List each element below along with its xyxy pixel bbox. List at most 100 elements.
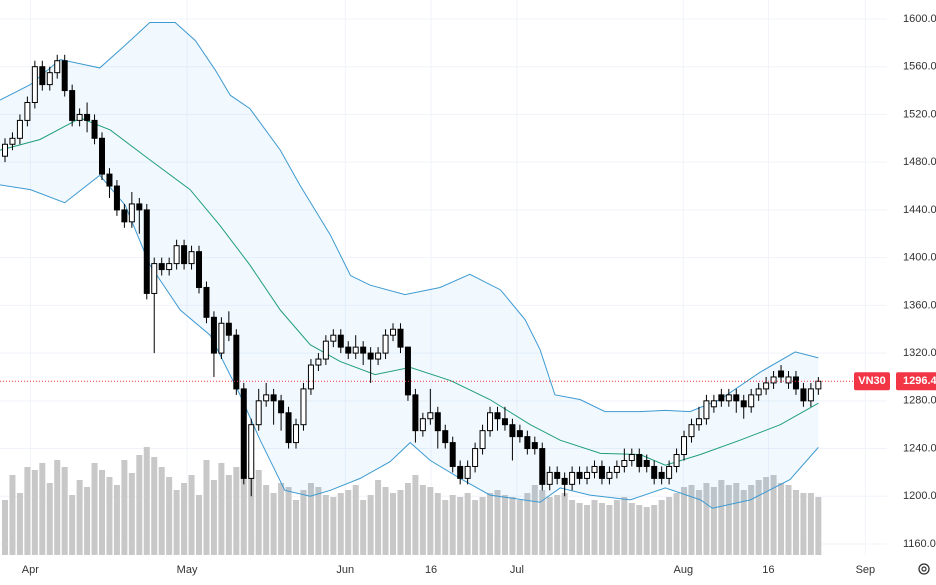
candle-body <box>613 465 620 473</box>
candle-body <box>31 66 38 104</box>
y-tick-label: 1360.0 <box>903 299 936 311</box>
candle-body <box>636 454 643 467</box>
candle-body <box>494 412 501 420</box>
candle-body <box>91 119 98 139</box>
candle-body <box>763 382 770 390</box>
candle-body <box>718 394 725 402</box>
volume-bar <box>636 505 643 555</box>
candle-body <box>807 388 814 402</box>
volume-bar <box>225 475 232 555</box>
volume-bar <box>419 485 426 555</box>
y-tick-label: 1280.0 <box>903 395 936 407</box>
candle-body <box>412 394 419 432</box>
volume-bar <box>337 493 344 555</box>
volume-bar <box>710 487 717 555</box>
candle-body <box>666 465 673 479</box>
volume-bar <box>106 477 113 555</box>
volume-bar <box>61 467 68 555</box>
candle-body <box>427 412 434 420</box>
volume-bar <box>278 483 285 555</box>
volume-bar <box>584 505 591 555</box>
volume-bar <box>390 493 397 555</box>
candle-body <box>84 113 91 121</box>
candle-body <box>785 376 792 384</box>
candle-body <box>9 137 16 145</box>
candle-body <box>554 471 561 479</box>
volume-bar <box>546 497 553 555</box>
candle-body <box>695 418 702 426</box>
x-tick-label: Aug <box>674 564 694 576</box>
y-tick-label: 1600.0 <box>903 13 936 25</box>
candle-body <box>158 263 165 271</box>
candle-body <box>815 380 822 390</box>
band-fill <box>0 22 819 509</box>
x-tick-label: Jun <box>336 564 354 576</box>
candle-body <box>240 388 247 479</box>
last-price-label: 1296.4 <box>903 375 936 387</box>
candle-body <box>69 90 76 121</box>
candle-body <box>434 412 441 432</box>
volume-bar <box>785 485 792 555</box>
candle-body <box>54 60 61 74</box>
volume-bar <box>643 507 650 555</box>
y-tick-label: 1320.0 <box>903 347 936 359</box>
volume-bar <box>494 490 501 555</box>
volume-bar <box>69 495 76 555</box>
candle-body <box>196 251 203 288</box>
band-layer <box>0 22 819 509</box>
candle-body <box>225 322 232 336</box>
volume-bar <box>554 495 561 555</box>
candle-body <box>628 454 635 461</box>
volume-bar <box>457 497 464 555</box>
volume-bar <box>807 493 814 555</box>
volume-bar <box>778 483 785 555</box>
candle-body <box>46 72 53 86</box>
volume-bar <box>770 475 777 555</box>
volume-bar <box>203 460 210 555</box>
volume-bar <box>561 493 568 555</box>
candle-body <box>546 471 553 485</box>
volume-bar <box>352 485 359 555</box>
candle-body <box>390 328 397 336</box>
volume-bar <box>76 480 83 555</box>
candle-body <box>516 430 523 438</box>
volume-bar <box>748 485 755 555</box>
volume-bar <box>39 463 46 555</box>
candle-layer <box>1 54 822 497</box>
volume-bar <box>531 485 538 555</box>
candle-body <box>681 436 688 456</box>
volume-bar <box>54 460 61 555</box>
x-tick-label: Jul <box>510 564 524 576</box>
candle-body <box>76 113 83 121</box>
candle-body <box>792 376 799 390</box>
volume-bar <box>449 495 456 555</box>
candle-body <box>322 340 329 360</box>
candle-body <box>337 334 344 348</box>
candle-body <box>181 245 188 265</box>
candle-body <box>16 119 23 139</box>
settings-icon[interactable] <box>918 563 930 575</box>
y-tick-label: 1480.0 <box>903 156 936 168</box>
volume-bar <box>315 487 322 555</box>
candle-body <box>404 346 411 396</box>
candle-body <box>561 477 568 485</box>
candle-body <box>539 448 546 485</box>
candle-body <box>285 412 292 444</box>
candle-body <box>673 454 680 467</box>
volume-bar <box>755 480 762 555</box>
volume-bar <box>181 483 188 555</box>
volume-bar <box>628 503 635 555</box>
volume-bar <box>733 483 740 555</box>
candle-body <box>501 418 508 426</box>
volume-bar <box>263 485 270 555</box>
candle-body <box>300 388 307 426</box>
candle-body <box>800 388 807 402</box>
candle-body <box>725 394 732 402</box>
volume-bar <box>307 483 314 555</box>
candle-body <box>419 418 426 432</box>
volume-bar <box>763 477 770 555</box>
candle-body <box>382 334 389 354</box>
volume-bar <box>196 495 203 555</box>
candle-body <box>487 412 494 432</box>
y-tick-label: 1240.0 <box>903 442 936 454</box>
